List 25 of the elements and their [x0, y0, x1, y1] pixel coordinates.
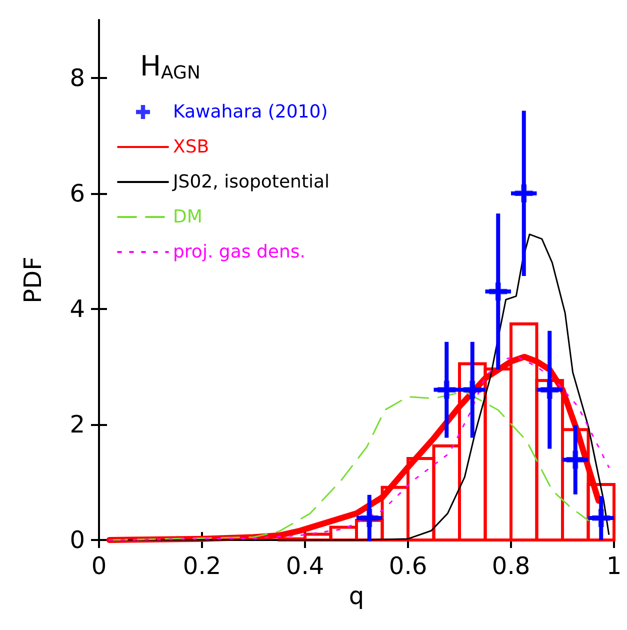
legend-label: Kawahara (2010) — [173, 102, 328, 122]
y-tick-label: 6 — [70, 179, 85, 208]
y-tick-label: 2 — [70, 410, 85, 438]
x-tick-label: 0.8 — [492, 552, 530, 580]
legend-label: XSB — [173, 136, 210, 158]
legend-label: JS02, isopotential — [172, 172, 330, 192]
x-tick-label: 0.4 — [286, 552, 324, 580]
point — [463, 380, 482, 399]
x-tick-label: 1 — [606, 552, 622, 580]
y-tick-label: 8 — [70, 64, 85, 92]
x-axis-title: q — [348, 582, 364, 610]
x-tick-label: 0 — [91, 552, 107, 580]
point — [438, 380, 456, 399]
x-tick-label: 0.6 — [388, 552, 428, 580]
point — [514, 184, 533, 202]
y-tick-label: 0 — [70, 526, 85, 554]
point — [540, 380, 559, 399]
legend-label: proj. gas dens. — [173, 242, 306, 262]
point — [360, 509, 378, 528]
point — [566, 450, 584, 469]
y-axis-title: PDF — [19, 256, 47, 304]
legend-label: DM — [173, 206, 202, 228]
y-tick-label: 4 — [70, 294, 85, 323]
x-tick-label: 0.2 — [182, 552, 222, 580]
point — [489, 282, 508, 301]
